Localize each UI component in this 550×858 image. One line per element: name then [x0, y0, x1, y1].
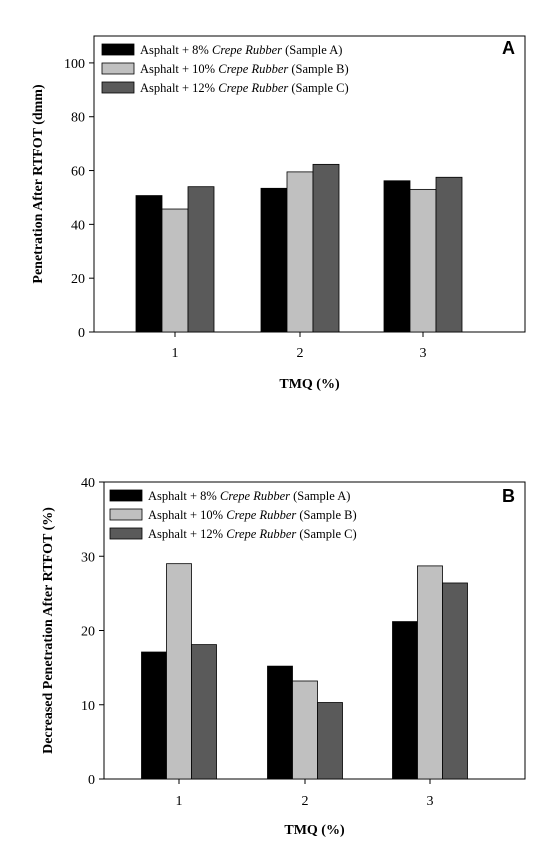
bar-series-1-cat-3 [392, 621, 418, 780]
legend-swatch [109, 527, 143, 540]
y-tick-label: 20 [71, 272, 85, 287]
bar-series-2-cat-1 [161, 208, 189, 333]
chart-panel-b: 0 10 20 30 40 1 2 3 Asphalt + 8% Crepe Rubber (S… [41, 476, 526, 838]
bar-series-3-cat-3 [435, 176, 463, 333]
y-axis-title: Decreased Penetration After RTFOT (%) [41, 507, 56, 754]
panel-label: B [502, 486, 515, 506]
legend-entry: Asphalt + 12% Crepe Rubber (Sample C) [148, 527, 357, 541]
bar-series-2-cat-1 [166, 563, 192, 780]
x-tick-label: 3 [420, 346, 427, 361]
y-tick-label: 0 [78, 326, 85, 341]
legend-swatch [101, 43, 135, 56]
y-tick-label: 10 [81, 699, 95, 714]
panel-label: A [502, 38, 515, 58]
legend-entry: Asphalt + 8% Crepe Rubber (Sample A) [140, 43, 342, 57]
x-tick-label: 2 [302, 794, 309, 809]
y-tick-label: 40 [71, 218, 85, 233]
bar-series-3-cat-3 [442, 582, 468, 780]
chart-panel-a: 0 20 40 60 80 100 1 2 3 Asphalt + 8% Crepe Rubber… [31, 35, 526, 392]
y-tick-label: 0 [88, 773, 95, 788]
legend-entry: Asphalt + 10% Crepe Rubber (Sample B) [140, 62, 349, 76]
bar-series-1-cat-1 [135, 195, 163, 333]
bar-series-1-cat-3 [383, 180, 411, 333]
y-tick-label: 60 [71, 165, 85, 180]
bar-series-2-cat-3 [409, 188, 437, 333]
y-tick-label: 80 [71, 111, 85, 126]
y-tick-label: 40 [81, 476, 95, 491]
legend-entry: Asphalt + 8% Crepe Rubber (Sample A) [148, 489, 350, 503]
x-tick-label: 3 [427, 794, 434, 809]
bar-series-2-cat-3 [417, 565, 443, 780]
legend-swatch [101, 62, 135, 75]
y-axis-title: Penetration After RTFOT (dmm) [31, 84, 46, 284]
bar-series-2-cat-2 [286, 171, 314, 333]
bar-series-3-cat-2 [312, 163, 340, 333]
bar-series-3-cat-1 [187, 186, 215, 333]
bar-series-1-cat-2 [260, 187, 288, 333]
legend-swatch [101, 81, 135, 94]
x-tick-label: 2 [297, 346, 304, 361]
legend-swatch [109, 489, 143, 502]
bar-series-3-cat-1 [191, 644, 217, 780]
bar-series-1-cat-1 [141, 651, 167, 780]
legend-entry: Asphalt + 10% Crepe Rubber (Sample B) [148, 508, 357, 522]
legend-entry: Asphalt + 12% Crepe Rubber (Sample C) [140, 81, 349, 95]
bar-series-1-cat-2 [267, 665, 293, 780]
bar-series-3-cat-2 [317, 702, 343, 780]
legend-swatch [109, 508, 143, 521]
bar-series-2-cat-2 [292, 680, 318, 780]
y-tick-label: 100 [64, 57, 85, 72]
x-tick-label: 1 [172, 346, 179, 361]
y-tick-label: 30 [81, 550, 95, 565]
x-axis-title: TMQ (%) [279, 377, 340, 392]
x-axis-title: TMQ (%) [284, 823, 345, 838]
x-tick-label: 1 [176, 794, 183, 809]
y-tick-label: 20 [81, 625, 95, 640]
